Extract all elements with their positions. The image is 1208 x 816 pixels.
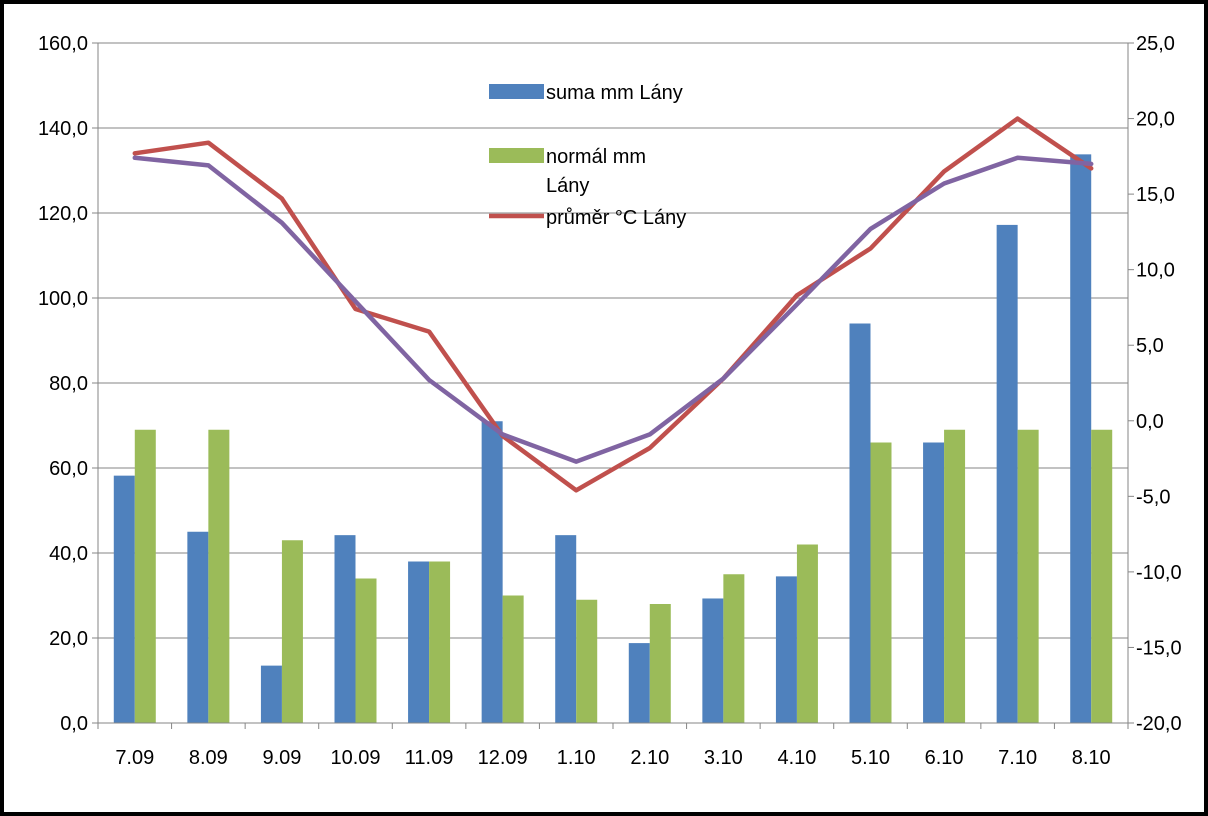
axes-group xyxy=(92,42,1134,729)
right-axis-tick-label: -10,0 xyxy=(1136,562,1182,584)
legend-swatch-normal xyxy=(489,148,544,163)
bars-group xyxy=(113,154,1113,724)
left-axis-tick-label: 0,0 xyxy=(60,713,88,735)
x-axis-tick-label: 11.09 xyxy=(405,747,454,769)
legend-label-normal: normál mm Lány xyxy=(546,146,646,197)
right-axis-tick-label: 15,0 xyxy=(1136,184,1175,206)
bar-suma xyxy=(923,442,945,723)
left-axis-tick-label: 120,0 xyxy=(38,203,88,225)
bar-normal xyxy=(870,442,892,723)
bar-suma xyxy=(702,598,724,723)
bar-normal xyxy=(723,574,745,723)
legend-swatch-suma xyxy=(489,84,544,99)
legend-label-suma: suma mm Lány xyxy=(546,82,683,104)
x-axis-tick-label: 7.10 xyxy=(998,747,1037,769)
series-line-2 xyxy=(132,116,1094,493)
x-axis-tick-label: 2.10 xyxy=(630,747,669,769)
right-axis-tick-label: -15,0 xyxy=(1136,637,1182,659)
bar-normal xyxy=(429,561,451,723)
right-axis-tick-label: 25,0 xyxy=(1136,33,1175,55)
bar-normal xyxy=(944,429,966,723)
bar-normal xyxy=(134,429,156,723)
bar-suma xyxy=(1070,154,1092,724)
bar-suma xyxy=(628,643,650,723)
x-axis-tick-label: 3.10 xyxy=(704,747,743,769)
bar-suma xyxy=(849,323,871,723)
x-axis-tick-label: 8.09 xyxy=(189,747,228,769)
left-axis-tick-label: 80,0 xyxy=(49,373,88,395)
x-axis-tick-label: 5.10 xyxy=(851,747,890,769)
bar-normal xyxy=(649,604,671,723)
bar-suma xyxy=(996,224,1018,723)
x-axis-tick-label: 9.09 xyxy=(262,747,301,769)
left-axis-tick-label: 20,0 xyxy=(49,628,88,650)
right-axis-tick-label: -20,0 xyxy=(1136,713,1182,735)
legend-label-prumer: průměr °C Lány xyxy=(546,207,686,229)
x-axis-tick-label: 7.09 xyxy=(115,747,154,769)
bar-suma xyxy=(775,576,797,723)
bar-normal xyxy=(208,429,230,723)
bar-normal xyxy=(281,540,303,723)
bar-suma xyxy=(408,561,430,723)
right-axis-tick-label: 5,0 xyxy=(1136,335,1164,357)
legend: suma mm Lány normál mm Lány průměr °C Lány xyxy=(489,82,686,229)
left-axis-tick-label: 60,0 xyxy=(49,458,88,480)
left-axis-tick-label: 40,0 xyxy=(49,543,88,565)
right-axis-tick-label: 20,0 xyxy=(1136,109,1175,131)
bar-suma xyxy=(187,531,209,723)
bar-suma xyxy=(260,665,282,723)
bar-normal xyxy=(796,544,818,723)
bar-suma xyxy=(555,535,577,723)
series-line-3 xyxy=(132,155,1094,464)
tick-labels-group: 0,0 20,0 40,0 60,0 80,0 100,0 120,0 140,0 160,0 -… xyxy=(38,33,1182,769)
left-axis-tick-label: 140,0 xyxy=(38,118,88,140)
bar-normal xyxy=(1091,429,1113,723)
left-axis-tick-label: 100,0 xyxy=(38,288,88,310)
lines-group xyxy=(132,116,1094,493)
bar-normal xyxy=(1017,429,1039,723)
bar-normal xyxy=(355,578,377,723)
x-axis-tick-label: 6.10 xyxy=(925,747,964,769)
gridlines xyxy=(98,42,1128,639)
x-axis-tick-label: 1.10 xyxy=(557,747,596,769)
x-axis-tick-label: 8.10 xyxy=(1072,747,1111,769)
bar-normal xyxy=(502,595,524,723)
x-axis-tick-label: 10.09 xyxy=(330,747,380,769)
right-axis-tick-label: 10,0 xyxy=(1136,260,1175,282)
right-axis-tick-label: -5,0 xyxy=(1136,486,1170,508)
bar-suma xyxy=(113,475,135,723)
bar-normal xyxy=(576,599,598,723)
bar-suma xyxy=(334,535,356,723)
right-axis-tick-label: 0,0 xyxy=(1136,411,1164,433)
x-axis-tick-label: 12.09 xyxy=(478,747,528,769)
left-axis-tick-label: 160,0 xyxy=(38,33,88,55)
bar-suma xyxy=(481,421,503,723)
x-axis-tick-label: 4.10 xyxy=(777,747,816,769)
